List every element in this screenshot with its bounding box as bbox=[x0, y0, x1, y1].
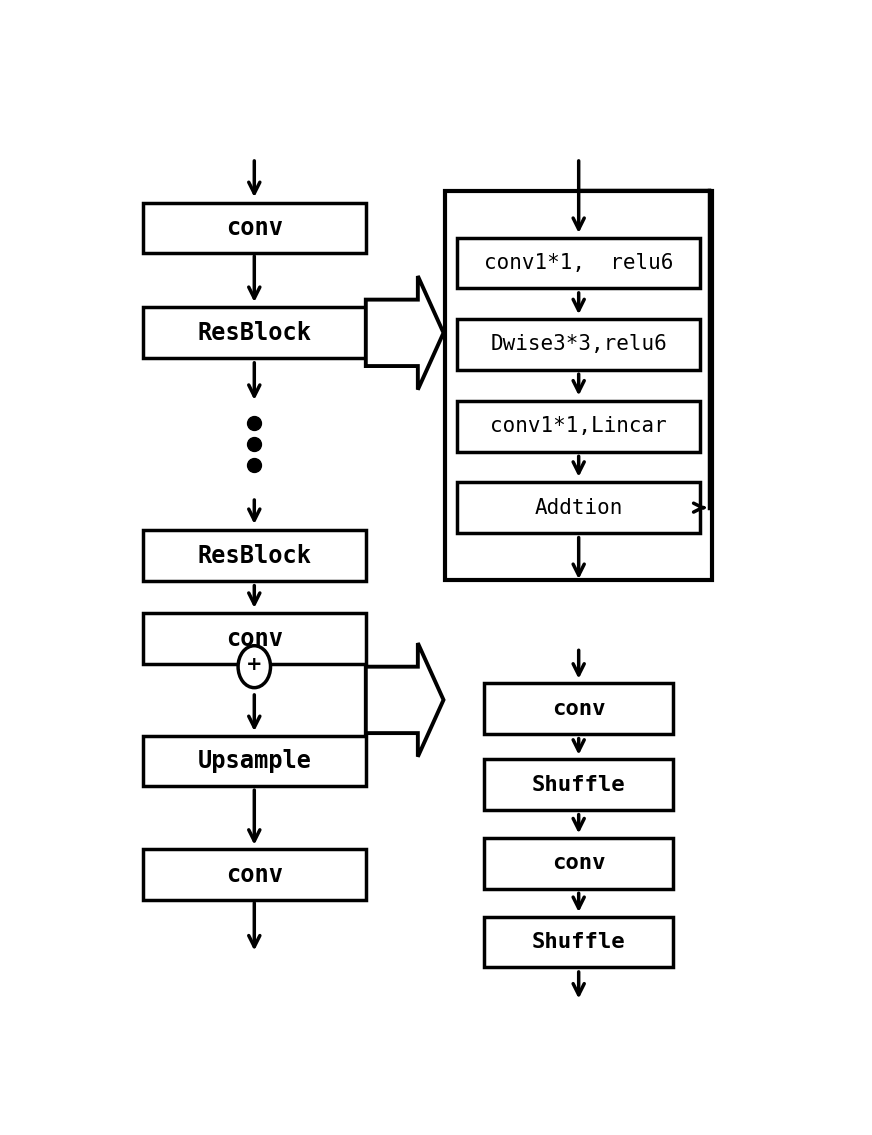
Polygon shape bbox=[366, 276, 444, 389]
FancyBboxPatch shape bbox=[143, 849, 366, 900]
Text: Upsample: Upsample bbox=[197, 749, 311, 773]
FancyBboxPatch shape bbox=[446, 191, 712, 580]
FancyBboxPatch shape bbox=[457, 401, 700, 452]
Text: conv: conv bbox=[226, 627, 283, 650]
Text: Shuffle: Shuffle bbox=[532, 775, 625, 794]
Text: conv: conv bbox=[226, 216, 283, 239]
FancyBboxPatch shape bbox=[457, 319, 700, 370]
FancyBboxPatch shape bbox=[457, 237, 700, 288]
FancyBboxPatch shape bbox=[484, 683, 673, 734]
FancyBboxPatch shape bbox=[143, 530, 366, 581]
FancyBboxPatch shape bbox=[143, 735, 366, 787]
Text: conv1*1,  relu6: conv1*1, relu6 bbox=[484, 253, 673, 272]
Text: Shuffle: Shuffle bbox=[532, 932, 625, 952]
FancyBboxPatch shape bbox=[143, 203, 366, 253]
FancyBboxPatch shape bbox=[143, 308, 366, 359]
FancyBboxPatch shape bbox=[484, 759, 673, 810]
Text: +: + bbox=[246, 655, 262, 674]
Circle shape bbox=[238, 646, 270, 688]
FancyBboxPatch shape bbox=[143, 613, 366, 664]
Text: conv1*1,Lincar: conv1*1,Lincar bbox=[490, 417, 667, 436]
FancyBboxPatch shape bbox=[484, 838, 673, 889]
Text: conv: conv bbox=[226, 863, 283, 886]
Text: conv: conv bbox=[552, 699, 605, 718]
Text: Addtion: Addtion bbox=[535, 497, 623, 518]
FancyBboxPatch shape bbox=[457, 482, 700, 533]
Text: Dwise3*3,relu6: Dwise3*3,relu6 bbox=[490, 334, 667, 354]
Text: ResBlock: ResBlock bbox=[197, 321, 311, 345]
Polygon shape bbox=[366, 644, 444, 757]
Text: ResBlock: ResBlock bbox=[197, 544, 311, 568]
Text: conv: conv bbox=[552, 854, 605, 873]
FancyBboxPatch shape bbox=[484, 917, 673, 967]
